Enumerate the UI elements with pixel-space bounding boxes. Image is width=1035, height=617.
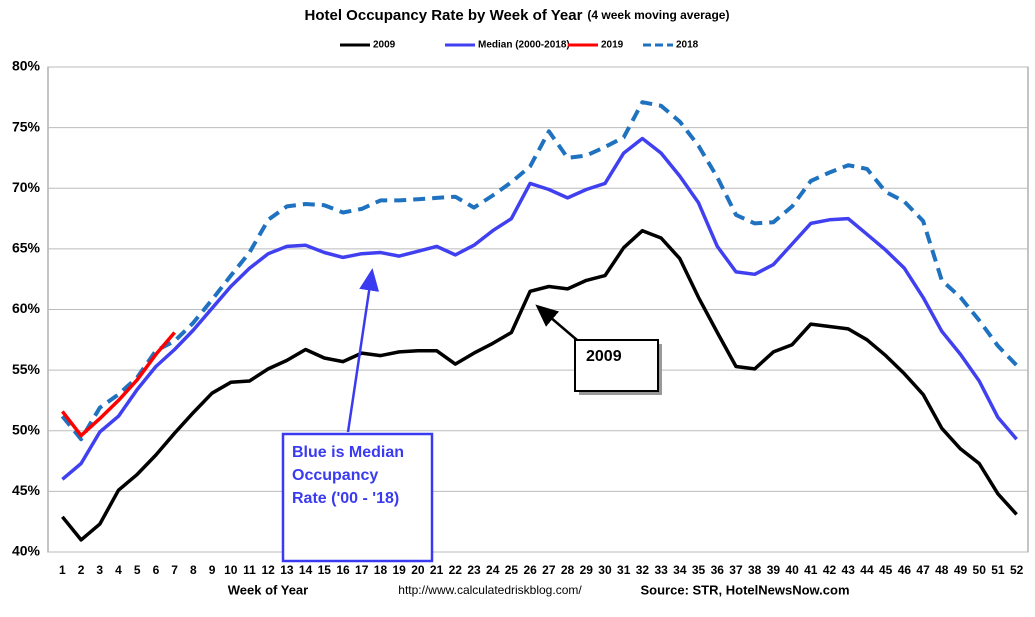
y-tick-label: 55% [12,361,41,377]
x-tick-label: 23 [467,563,481,577]
y-tick-label: 45% [12,482,41,498]
x-tick-label: 29 [580,563,594,577]
x-tick-label: 27 [542,563,556,577]
annotation-text: 2009 [586,348,622,365]
x-tick-label: 41 [804,563,818,577]
x-tick-label: 49 [954,563,968,577]
x-tick-label: 44 [860,563,874,577]
x-tick-label: 45 [879,563,893,577]
y-tick-label: 70% [12,179,41,195]
x-tick-label: 30 [598,563,612,577]
y-tick-label: 80% [12,58,41,74]
legend-label: 2018 [676,40,699,51]
y-tick-label: 40% [12,543,41,559]
annotation-arrow [535,304,578,341]
series-line [61,331,176,438]
x-tick-label: 3 [96,563,103,577]
x-tick-label: 46 [898,563,912,577]
x-tick-label: 31 [617,563,631,577]
x-tick-label: 17 [355,563,369,577]
x-tick-label: 10 [224,563,238,577]
source: Source: STR, HotelNewsNow.com [641,582,850,597]
x-tick-label: 33 [654,563,668,577]
x-tick-label: 19 [392,563,406,577]
x-tick-label: 21 [430,563,444,577]
x-tick-label: 47 [916,563,930,577]
y-tick-label: 65% [12,240,41,256]
x-tick-label: 6 [153,563,160,577]
annotation-text: Blue is Median [292,444,404,461]
chart-subtitle: (4 week moving average) [587,8,729,22]
annotation-arrow [346,268,380,433]
annotation-text: Rate ('00 - '18) [292,490,399,507]
y-tick-label: 50% [12,421,41,437]
x-tick-label: 50 [973,563,987,577]
x-tick-label: 18 [374,563,388,577]
x-tick-label: 38 [748,563,762,577]
annotation-box [281,432,434,563]
plot: 40%45%50%55%60%65%70%75%80%1 2 3 4 5 6 7 8 9 10 11… [12,58,1028,577]
x-tick-label: 32 [636,563,650,577]
x-tick-label: 16 [336,563,350,577]
x-tick-label: 42 [823,563,837,577]
x-tick-label: 15 [318,563,332,577]
y-tick-label: 60% [12,300,41,316]
x-tick-label: 37 [729,563,743,577]
annotation-text: Occupancy [292,467,378,484]
x-tick-label: 22 [449,563,463,577]
y-tick-label: 75% [12,118,41,134]
x-tick-label: 28 [561,563,575,577]
legend-label: 2019 [601,40,624,51]
x-tick-label: 9 [209,563,216,577]
x-tick-label: 43 [842,563,856,577]
chart-title: Hotel Occupancy Rate by Week of Year [305,7,583,24]
x-tick-label: 48 [935,563,949,577]
legend-label: Median (2000-2018) [478,40,570,51]
x-tick-label: 40 [785,563,799,577]
x-tick-label: 52 [1010,563,1024,577]
x-tick-label: 11 [243,563,256,577]
url: http://www.calculatedriskblog.com/ [398,583,582,597]
x-tick-label: 20 [411,563,425,577]
x-tick-label: 24 [486,563,500,577]
x-tick-label: 4 [115,563,122,577]
series-line [61,136,1018,481]
x-tick-label: 36 [711,563,725,577]
x-tick-label: 13 [280,563,294,577]
x-tick-label: 12 [262,563,276,577]
x-tick-label: 1 [59,563,66,577]
x-tick-label: 5 [134,563,141,577]
x-tick-label: 51 [991,563,1005,577]
x-tick-label: 14 [299,563,313,577]
annotation-box [574,339,659,392]
series-line [61,228,1018,542]
legend-label: 2009 [373,40,396,51]
series-line [60,100,1019,442]
x-tick-label: 8 [190,563,197,577]
x-tick-label: 34 [673,563,687,577]
x-tick-label: 26 [523,563,537,577]
x-axis-label: Week of Year [228,582,308,597]
x-tick-label: 7 [171,563,178,577]
chart-heading: Hotel Occupancy Rate by Week of Year (4 w… [305,7,730,24]
x-tick-label: 2 [78,563,85,577]
x-tick-label: 25 [505,563,519,577]
x-tick-label: 35 [692,563,706,577]
x-tick-label: 39 [767,563,781,577]
